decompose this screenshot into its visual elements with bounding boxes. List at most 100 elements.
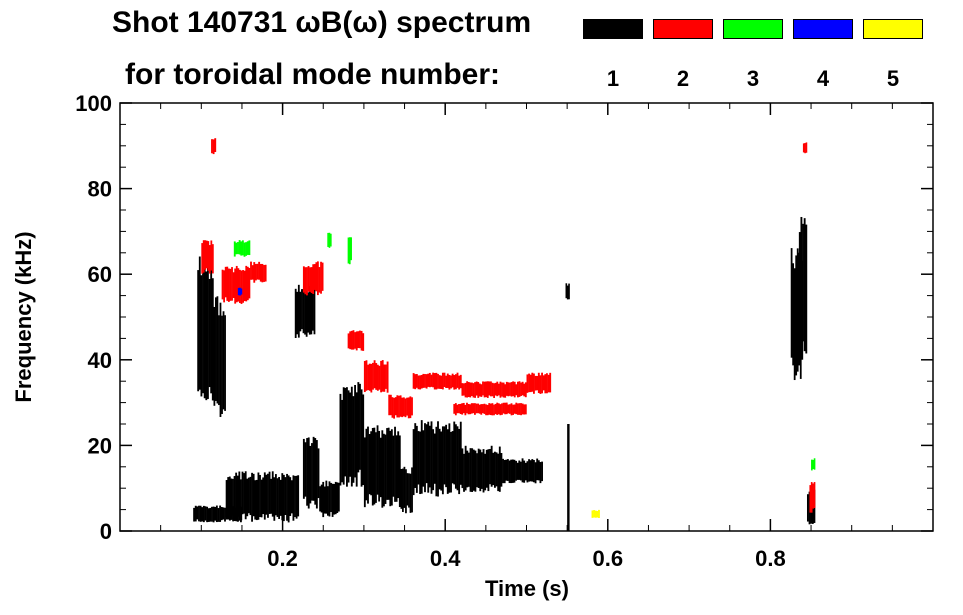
spectral-mark (325, 480, 328, 514)
spectral-region (319, 480, 340, 518)
spectral-mark (365, 360, 368, 391)
spectral-mark (458, 375, 461, 390)
spectral-mark (309, 267, 311, 292)
spectral-mark (512, 381, 515, 397)
spectral-mark (267, 473, 269, 518)
spectral-mark (249, 476, 252, 516)
spectral-mark (307, 437, 310, 509)
spectral-mark (433, 433, 436, 484)
spectral-region (302, 261, 324, 296)
spectral-mark (193, 507, 196, 522)
spectral-mark (800, 216, 803, 349)
spectral-mark (596, 511, 599, 518)
spectral-mark (375, 432, 377, 503)
spectral-mark (516, 462, 519, 480)
spectral-mark (407, 397, 410, 419)
spectral-mark (526, 461, 529, 483)
spectral-mark (474, 382, 476, 398)
spectral-mark (378, 365, 381, 390)
spectral-mark (375, 363, 378, 390)
spectral-mark (520, 382, 522, 396)
spectral-mark (464, 404, 467, 416)
spectral-mark (483, 381, 486, 398)
spectral-mark (478, 383, 481, 397)
spectral-mark (534, 462, 537, 484)
spectral-mark (337, 482, 340, 512)
spectral-mark (475, 403, 478, 414)
spectral-mark (491, 403, 494, 416)
spectral-mark (278, 477, 281, 519)
spectral-mark (565, 283, 568, 299)
spectral-mark (346, 387, 348, 487)
spectral-mark (539, 375, 542, 394)
spectral-mark (432, 372, 435, 388)
x-tick-label: 0.4 (430, 546, 461, 571)
legend-swatch-mode-3 (723, 19, 783, 39)
spectral-mark (355, 331, 358, 351)
spectral-mark (216, 296, 219, 404)
spectral-mark (253, 262, 256, 283)
spectral-mark (250, 261, 252, 280)
spectral-mark (400, 468, 403, 509)
spectral-mark (389, 394, 392, 416)
spectral-mark (380, 360, 383, 393)
spectral-mark (391, 397, 394, 418)
spectral-mark (461, 448, 464, 489)
legend-swatch-mode-2 (653, 19, 713, 39)
spectral-mark (257, 472, 260, 520)
spectral-mark (232, 478, 234, 516)
spectral-mark (499, 404, 502, 416)
spectral-mark (220, 507, 223, 521)
spectral-mark (354, 385, 356, 478)
legend-swatch-mode-5 (863, 19, 923, 39)
spectral-mark (520, 461, 522, 481)
spectral-mark (422, 430, 425, 487)
spectral-mark (370, 363, 373, 393)
spectral-mark (498, 446, 501, 492)
spectral-mark (236, 475, 239, 522)
spectral-mark (219, 302, 222, 417)
spectral-mark (476, 453, 478, 488)
spectral-mark (453, 375, 456, 390)
spectral-mark (477, 403, 480, 414)
spectral-mark (207, 241, 210, 271)
spectral-mark (492, 452, 495, 486)
spectral-mark (422, 373, 425, 388)
spectral-mark (430, 374, 433, 387)
spectral-mark (459, 403, 462, 414)
spectral-mark (279, 479, 282, 516)
spectral-mark (389, 430, 392, 507)
spectral-mark (310, 288, 313, 335)
spectral-mark (294, 288, 297, 338)
spectral-mark (307, 292, 310, 333)
spectral-mark (450, 375, 452, 389)
spectral-mark (472, 403, 475, 414)
spectral-mark (254, 480, 257, 520)
spectral-mark (414, 423, 417, 488)
spectral-mark (302, 266, 305, 293)
spectral-mark (246, 241, 249, 255)
spectral-mark (226, 266, 229, 301)
spectral-mark (199, 505, 202, 522)
spectral-mark (347, 237, 350, 264)
spectral-mark (240, 479, 242, 523)
spectral-region (502, 458, 543, 484)
spectral-mark (350, 386, 353, 487)
spectral-mark (313, 289, 316, 335)
spectral-mark (456, 404, 459, 414)
spectral-mark (501, 382, 503, 397)
spectral-mark (811, 459, 813, 471)
spectral-mark (448, 374, 451, 390)
y-tick-label: 20 (88, 433, 112, 458)
spectral-mark (811, 493, 814, 524)
y-tick-label: 40 (88, 348, 112, 373)
spectral-mark (394, 426, 396, 502)
spectral-mark (208, 245, 211, 274)
spectral-mark (793, 268, 796, 381)
spectral-mark (469, 448, 472, 492)
spectral-mark (373, 360, 376, 389)
spectral-mark (451, 373, 454, 388)
spectral-mark (469, 404, 472, 415)
spectral-mark (489, 448, 491, 485)
spectral-mark (240, 241, 243, 256)
